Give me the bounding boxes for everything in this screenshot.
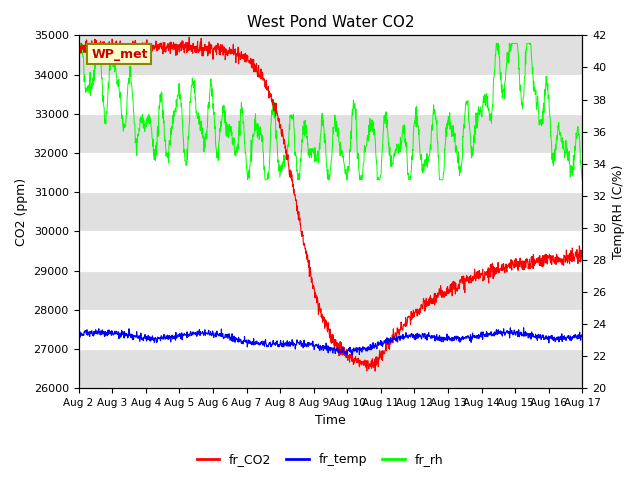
Text: WP_met: WP_met xyxy=(91,48,148,60)
Bar xyxy=(79,271,582,310)
Y-axis label: Temp/RH (C/%): Temp/RH (C/%) xyxy=(612,165,625,259)
Bar xyxy=(79,36,582,74)
Bar xyxy=(79,349,582,388)
Bar xyxy=(79,192,582,231)
Legend: fr_CO2, fr_temp, fr_rh: fr_CO2, fr_temp, fr_rh xyxy=(191,448,449,471)
X-axis label: Time: Time xyxy=(315,414,346,427)
Y-axis label: CO2 (ppm): CO2 (ppm) xyxy=(15,178,28,246)
Title: West Pond Water CO2: West Pond Water CO2 xyxy=(247,15,414,30)
Bar xyxy=(79,114,582,153)
